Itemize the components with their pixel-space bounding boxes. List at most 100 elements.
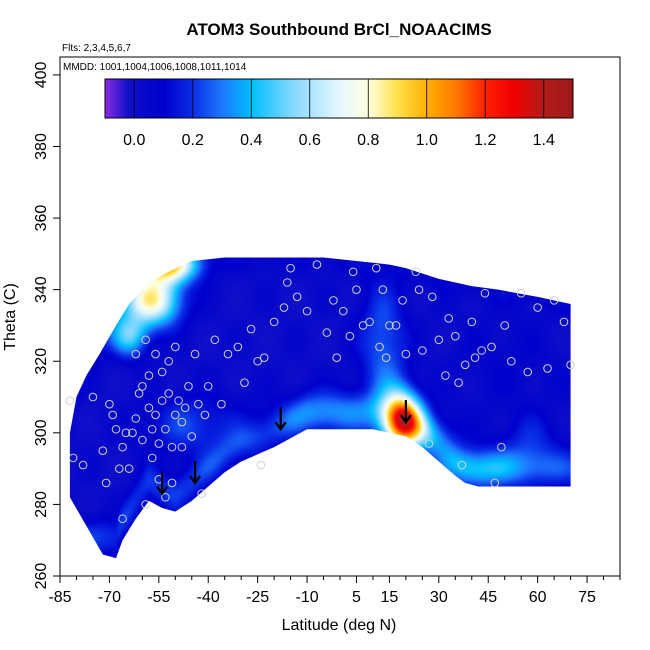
data-point — [170, 342, 180, 352]
data-point — [240, 378, 249, 388]
data-point — [144, 371, 154, 380]
x-tick-label: -85 — [48, 589, 71, 606]
colorbar: 0.0 0.2 0.4 0.6 0.8 1.0 1.2 1.4 — [104, 78, 574, 149]
data-point — [164, 389, 174, 398]
data-point — [210, 335, 220, 345]
data-point — [470, 353, 480, 362]
data-point — [167, 442, 177, 452]
data-point — [164, 356, 174, 366]
colorbar-tick-label: 0.6 — [299, 132, 321, 149]
data-point — [114, 464, 124, 473]
data-point — [414, 285, 424, 294]
y-tick-label: 260 — [33, 563, 50, 590]
data-point — [566, 360, 575, 370]
arrow-markers — [156, 400, 412, 496]
data-point — [111, 424, 121, 434]
data-point — [200, 410, 210, 420]
data-point — [312, 260, 322, 269]
data-point — [338, 306, 348, 316]
data-point — [381, 353, 391, 362]
data-point — [269, 317, 279, 327]
data-point — [177, 417, 187, 427]
data-point — [477, 346, 486, 355]
data-point — [154, 439, 164, 448]
colorbar-tick-label: 0.0 — [123, 132, 145, 149]
data-points — [65, 260, 575, 524]
x-tick-label: 30 — [430, 589, 448, 606]
data-point — [197, 489, 206, 498]
data-point — [480, 288, 490, 298]
data-point — [322, 328, 332, 337]
data-point — [434, 335, 444, 345]
data-point — [371, 263, 381, 273]
data-point — [138, 435, 147, 445]
data-point — [223, 349, 233, 359]
data-point — [147, 453, 157, 463]
data-point — [105, 399, 114, 409]
data-point — [131, 414, 141, 423]
y-tick-label: 280 — [33, 491, 50, 518]
data-point — [88, 392, 98, 402]
data-point — [506, 356, 516, 366]
data-point — [118, 514, 127, 524]
data-point — [424, 439, 434, 448]
data-point — [302, 306, 312, 316]
data-point — [124, 464, 134, 473]
data-point — [98, 446, 108, 456]
data-point — [292, 292, 302, 302]
data-point — [454, 378, 463, 388]
data-point — [246, 324, 256, 334]
y-tick-label: 320 — [33, 348, 50, 375]
data-point — [121, 428, 131, 438]
data-point — [332, 353, 342, 362]
data-point — [418, 346, 427, 355]
data-point — [161, 492, 170, 502]
data-point — [134, 389, 144, 398]
data-point — [487, 342, 496, 352]
data-point — [401, 349, 411, 359]
data-point — [345, 331, 355, 341]
data-point — [450, 331, 460, 341]
colorbar-tick-label: 1.0 — [416, 132, 438, 149]
data-point — [187, 432, 197, 441]
flights-label: Flts: 2,3,4,5,6,7 — [62, 43, 131, 54]
data-point — [157, 367, 167, 377]
data-point — [329, 296, 338, 305]
x-tick-label: 75 — [578, 589, 596, 606]
dates-label: MMDD: 1001,1004,1006,1008,1011,1014 — [63, 62, 247, 73]
x-axis: -85 -70 -55 -40 -25 -10 5 15 30 45 60 75 — [48, 576, 621, 606]
data-point — [427, 292, 437, 302]
chart-title: ATOM3 Southbound BrCl_NOAACIMS — [186, 20, 491, 39]
x-tick-label: 5 — [352, 589, 361, 606]
data-point — [523, 367, 533, 377]
data-point — [141, 335, 150, 345]
data-point — [180, 403, 190, 413]
y-tick-label: 380 — [33, 133, 50, 160]
data-point — [259, 353, 269, 362]
colorbar-tick-label: 0.4 — [240, 132, 262, 149]
data-point — [167, 478, 177, 488]
y-tick-label: 400 — [33, 61, 50, 88]
data-point — [256, 460, 266, 470]
data-point — [391, 321, 401, 330]
colorbar-gradient — [105, 79, 573, 118]
y-tick-label: 340 — [33, 276, 50, 303]
data-point — [385, 321, 394, 330]
data-point — [118, 442, 127, 452]
data-point — [365, 317, 374, 327]
data-point — [286, 263, 295, 273]
colorbar-tick-label: 1.2 — [474, 132, 496, 149]
data-point — [128, 428, 137, 438]
data-point — [516, 288, 526, 298]
x-tick-label: -40 — [197, 589, 220, 606]
y-tick-label: 360 — [33, 205, 50, 232]
colorbar-tick-label: 0.2 — [182, 132, 204, 149]
x-tick-label: -70 — [98, 589, 121, 606]
x-tick-label: 15 — [381, 589, 399, 606]
data-point — [170, 410, 180, 420]
data-point — [184, 381, 193, 391]
x-tick-label: -10 — [295, 589, 318, 606]
data-point — [460, 360, 470, 370]
x-tick-label: 45 — [479, 589, 497, 606]
